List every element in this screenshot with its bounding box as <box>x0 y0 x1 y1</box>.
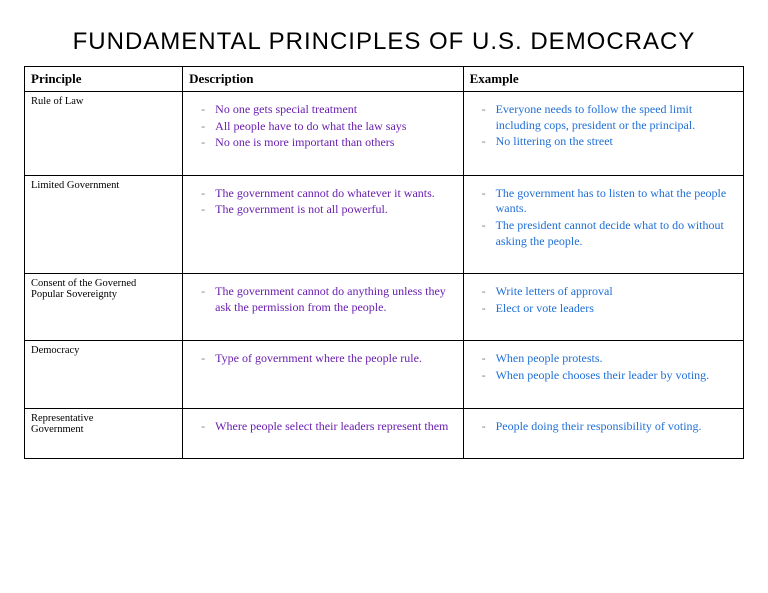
description-cell: Type of government where the people rule… <box>183 341 463 408</box>
table-header-row: Principle Description Example <box>25 67 744 92</box>
header-description: Description <box>183 67 463 92</box>
header-principle: Principle <box>25 67 183 92</box>
description-item: The government cannot do whatever it wan… <box>215 186 456 202</box>
description-cell: No one gets special treatmentAll people … <box>183 92 463 176</box>
example-item: When people chooses their leader by voti… <box>496 368 737 384</box>
description-list: No one gets special treatmentAll people … <box>189 102 456 151</box>
table-row: Rule of LawNo one gets special treatment… <box>25 92 744 176</box>
description-list: The government cannot do anything unless… <box>189 284 456 315</box>
table-row: Consent of the GovernedPopular Sovereign… <box>25 274 744 341</box>
example-cell: People doing their responsibility of vot… <box>463 408 743 459</box>
example-list: Everyone needs to follow the speed limit… <box>470 102 737 150</box>
example-item: Everyone needs to follow the speed limit… <box>496 102 737 133</box>
description-item: No one is more important than others <box>215 135 456 151</box>
example-item: Elect or vote leaders <box>496 301 737 317</box>
description-item: The government is not all powerful. <box>215 202 456 218</box>
example-item: People doing their responsibility of vot… <box>496 419 737 435</box>
example-cell: Write letters of approvalElect or vote l… <box>463 274 743 341</box>
example-list: The government has to listen to what the… <box>470 186 737 249</box>
example-item: The government has to listen to what the… <box>496 186 737 217</box>
description-cell: The government cannot do whatever it wan… <box>183 175 463 273</box>
description-list: Where people select their leaders repres… <box>189 419 456 435</box>
description-cell: The government cannot do anything unless… <box>183 274 463 341</box>
page-title: Fundamental Principles of U.S. Democracy <box>24 28 744 56</box>
principle-cell: RepresentativeGovernment <box>25 408 183 459</box>
example-item: No littering on the street <box>496 134 737 150</box>
description-list: The government cannot do whatever it wan… <box>189 186 456 218</box>
principle-cell: Consent of the GovernedPopular Sovereign… <box>25 274 183 341</box>
example-list: Write letters of approvalElect or vote l… <box>470 284 737 316</box>
example-item: When people protests. <box>496 351 737 367</box>
example-cell: The government has to listen to what the… <box>463 175 743 273</box>
description-cell: Where people select their leaders repres… <box>183 408 463 459</box>
description-list: Type of government where the people rule… <box>189 351 456 367</box>
header-example: Example <box>463 67 743 92</box>
description-item: Where people select their leaders repres… <box>215 419 456 435</box>
principle-cell: Democracy <box>25 341 183 408</box>
example-cell: When people protests.When people chooses… <box>463 341 743 408</box>
table-body: Rule of LawNo one gets special treatment… <box>25 92 744 459</box>
example-list: People doing their responsibility of vot… <box>470 419 737 435</box>
table-row: Democracy Type of government where the pe… <box>25 341 744 408</box>
table-row: Limited Government The government cannot … <box>25 175 744 273</box>
principles-table: Principle Description Example Rule of La… <box>24 66 744 459</box>
description-item: No one gets special treatment <box>215 102 456 118</box>
example-list: When people protests.When people chooses… <box>470 351 737 383</box>
principle-cell: Rule of Law <box>25 92 183 176</box>
description-item: All people have to do what the law says <box>215 119 456 135</box>
description-item: The government cannot do anything unless… <box>215 284 456 315</box>
principle-cell: Limited Government <box>25 175 183 273</box>
example-cell: Everyone needs to follow the speed limit… <box>463 92 743 176</box>
table-row: RepresentativeGovernment Where people sel… <box>25 408 744 459</box>
example-item: Write letters of approval <box>496 284 737 300</box>
description-item: Type of government where the people rule… <box>215 351 456 367</box>
example-item: The president cannot decide what to do w… <box>496 218 737 249</box>
